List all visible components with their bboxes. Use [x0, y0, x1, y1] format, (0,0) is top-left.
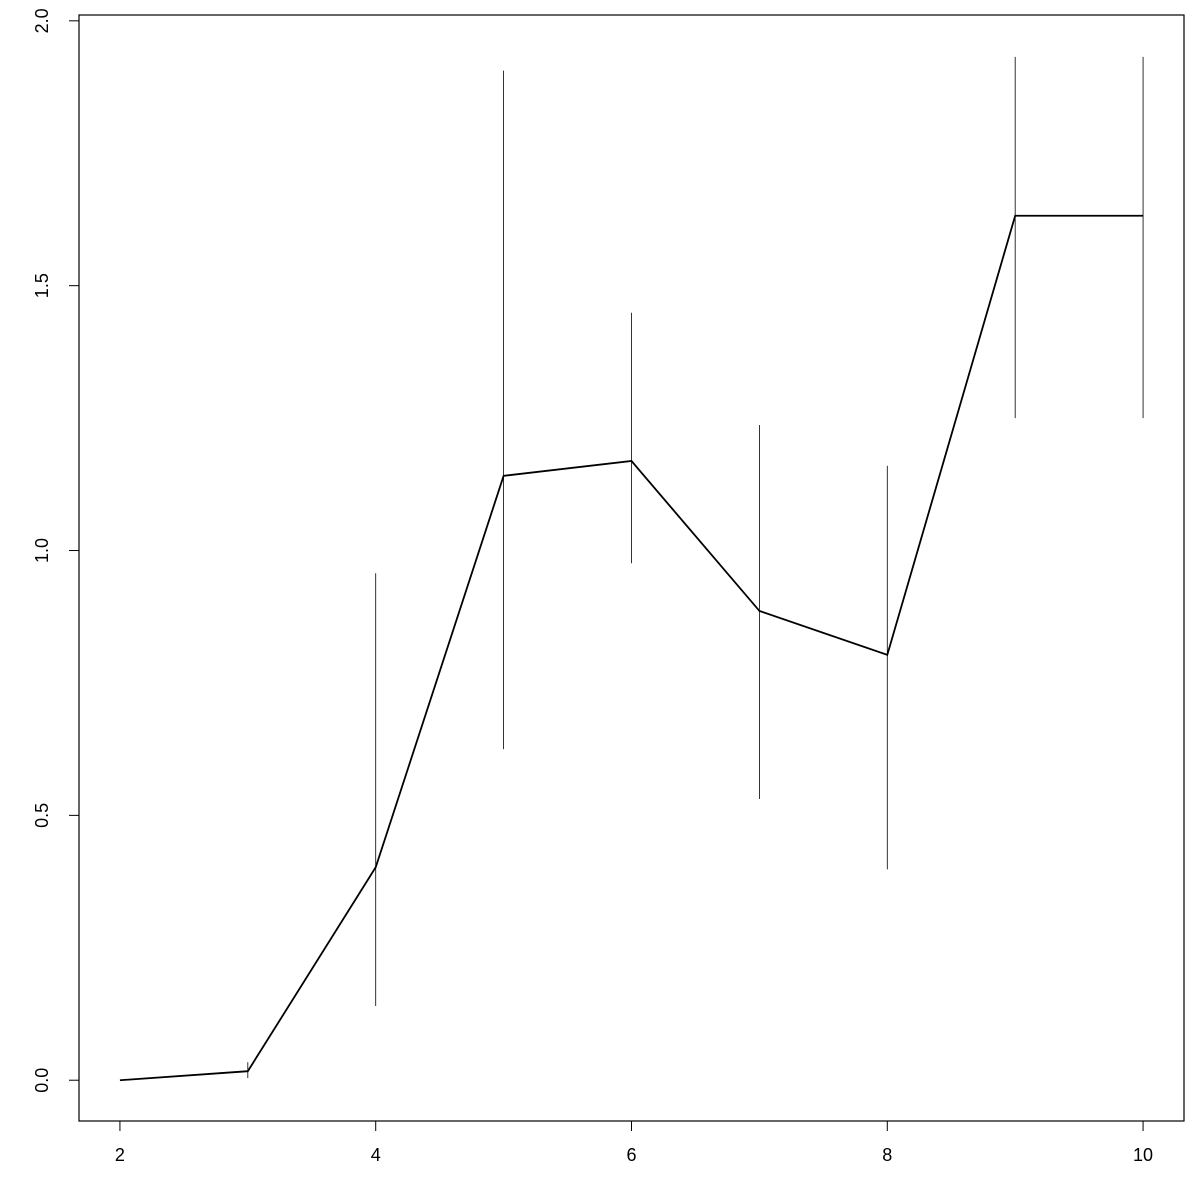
- x-tick-label: 4: [371, 1145, 381, 1165]
- y-tick-label: 2.0: [32, 8, 52, 33]
- y-tick-label: 0.0: [32, 1068, 52, 1093]
- y-tick-label: 1.0: [32, 538, 52, 563]
- x-tick-label: 8: [882, 1145, 892, 1165]
- plot-box: [78, 14, 1185, 1122]
- x-tick-label: 2: [115, 1145, 125, 1165]
- x-tick-label: 10: [1133, 1145, 1153, 1165]
- y-tick-label: 1.5: [32, 273, 52, 298]
- data-line: [119, 214, 1144, 1082]
- x-tick-label: 6: [626, 1145, 636, 1165]
- y-tick-label: 0.5: [32, 803, 52, 828]
